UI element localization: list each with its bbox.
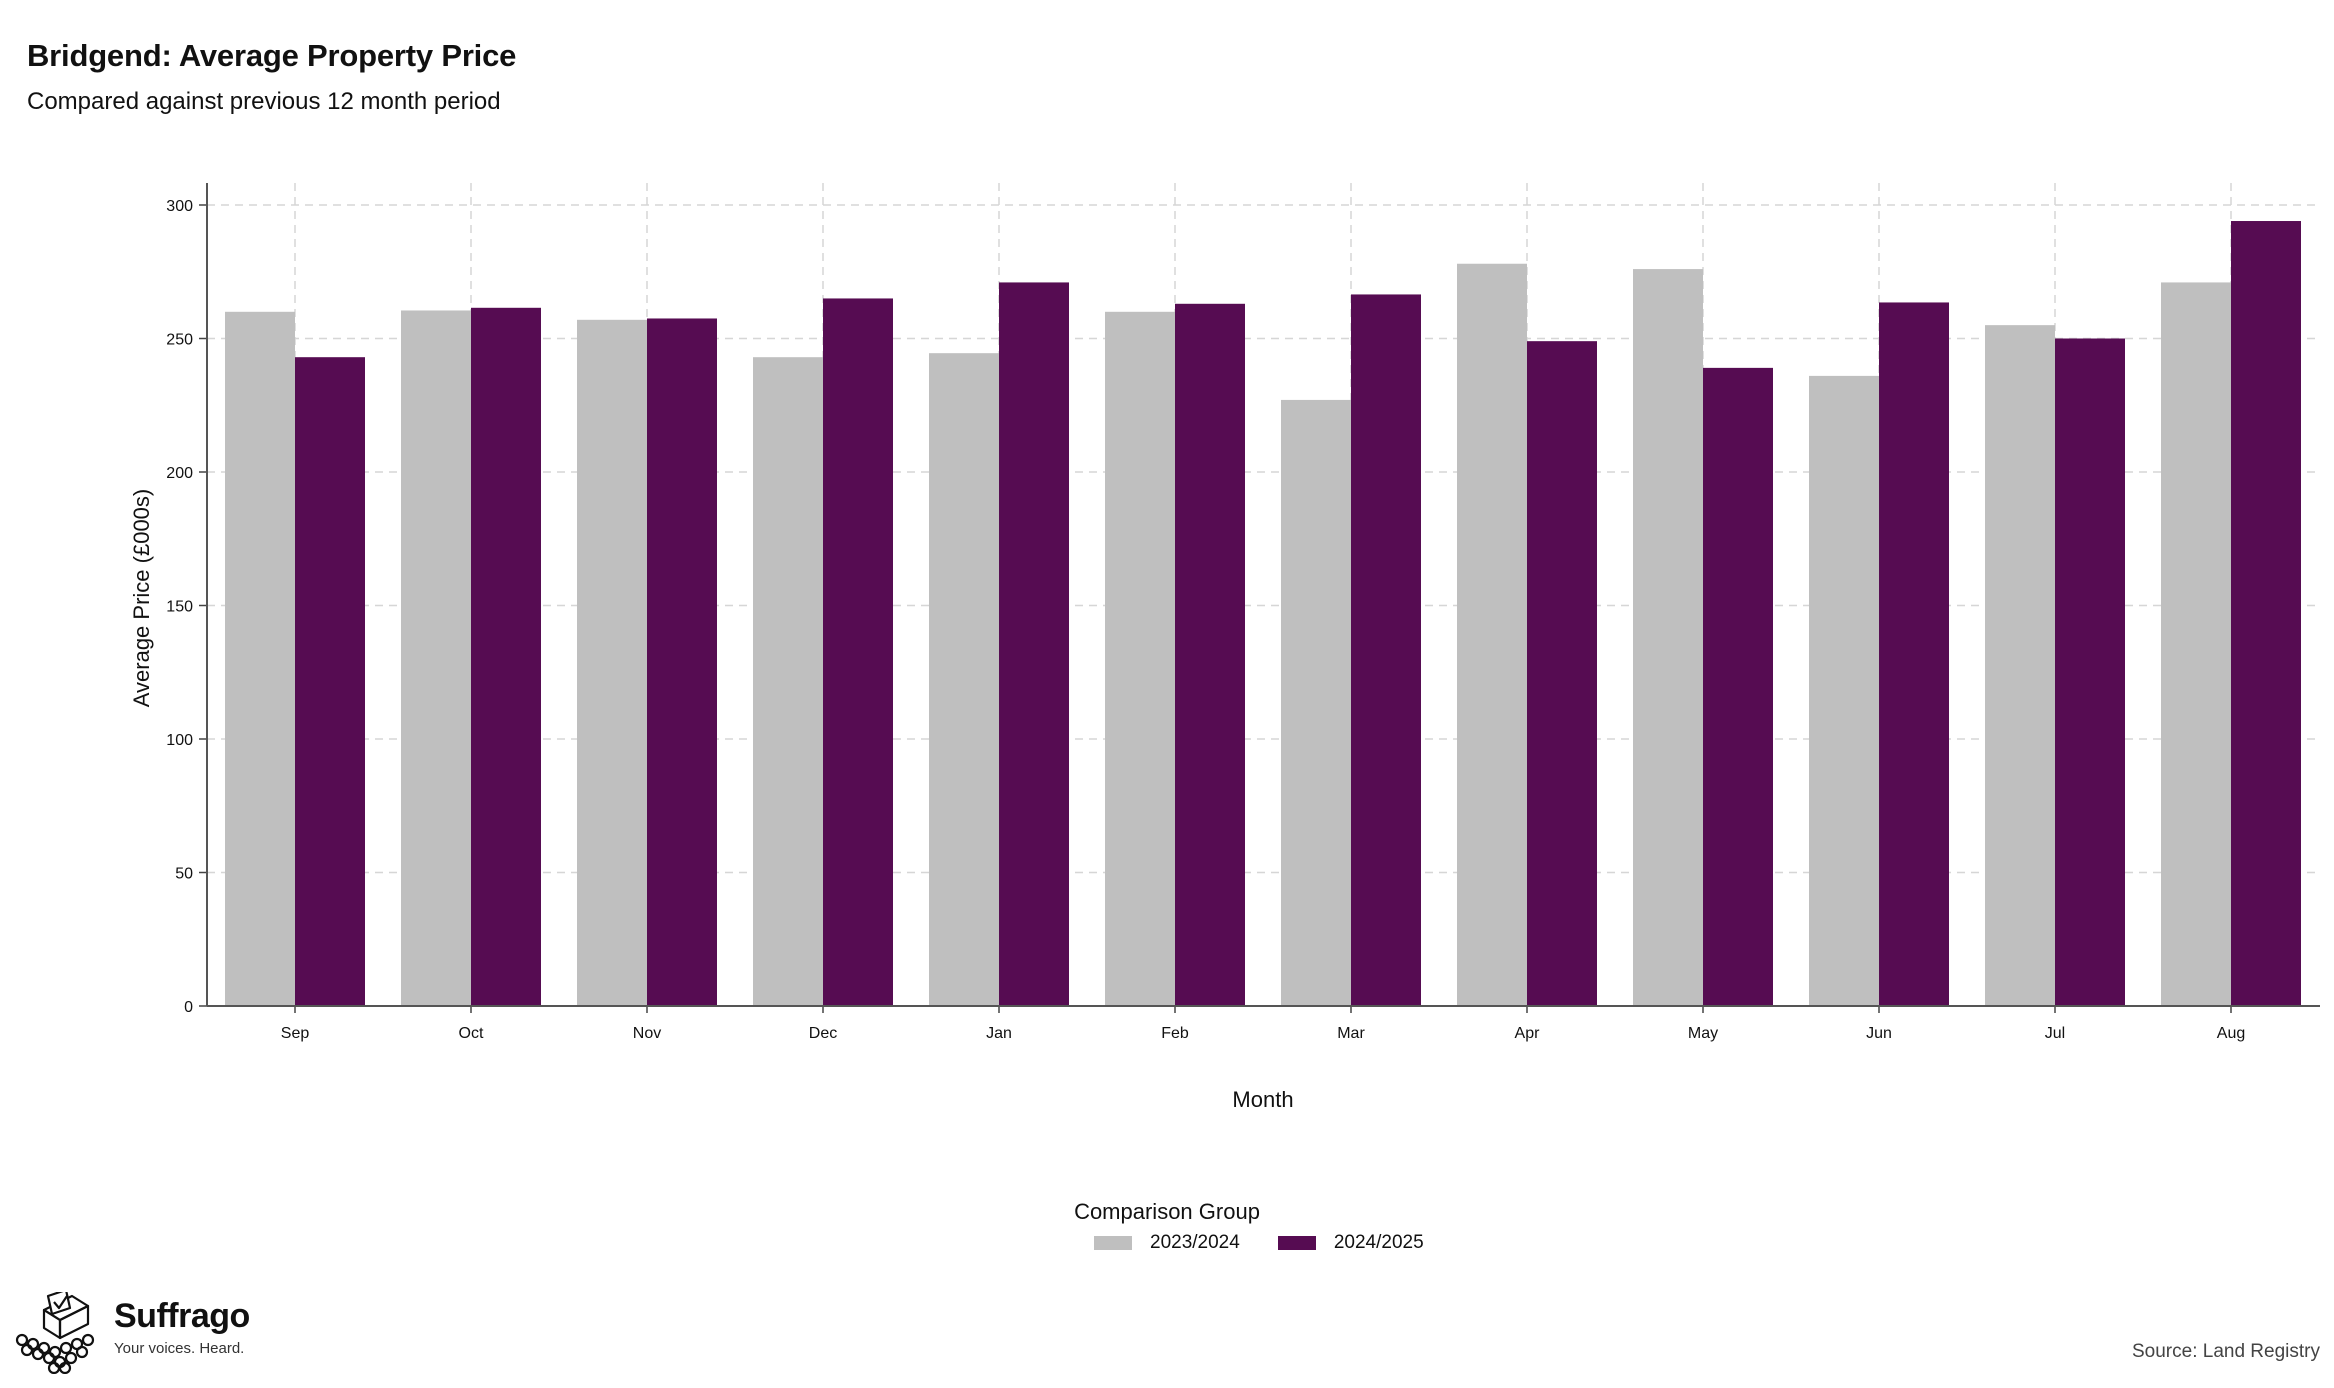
legend-title: Comparison Group (1074, 1199, 1260, 1224)
legend-item-2024-2025: 2024/2025 (1277, 1232, 1424, 1254)
bar-2024-2025-jan (999, 282, 1069, 1006)
axes (199, 183, 2320, 1013)
x-tick-label: Sep (281, 1025, 310, 1042)
legend-label: 2024/2025 (1333, 1232, 1424, 1253)
bar-2023-2024-mar (1281, 399, 1351, 1006)
bar-2024-2025-jun (1879, 302, 1949, 1007)
legend-swatch (1094, 1236, 1132, 1250)
source-note: Source: Land Registry (2132, 1341, 2320, 1362)
bar-2023-2024-dec (753, 357, 823, 1006)
bar-2023-2024-oct (401, 310, 471, 1007)
chart-subtitle: Compared against previous 12 month perio… (27, 88, 501, 115)
y-tick-label: 150 (166, 599, 193, 616)
bar-chart: 0 50 100 150 200 250 300 Sep Oct Nov Dec Jan Feb Mar A… (129, 183, 2320, 1112)
bar-2024-2025-jul (2055, 338, 2125, 1006)
x-tick-label: Aug (2217, 1025, 2245, 1042)
bar-2024-2025-dec (823, 298, 893, 1006)
x-tick-label: Jul (2045, 1025, 2065, 1042)
bar-2023-2024-nov (577, 319, 647, 1006)
bar-2023-2024-jul (1985, 325, 2055, 1006)
bar-2023-2024-may (1633, 269, 1703, 1007)
x-tick-label: Jan (986, 1025, 1012, 1042)
y-tick-label: 0 (184, 999, 193, 1016)
bar-2024-2025-feb (1175, 303, 1245, 1006)
x-tick-label: Dec (809, 1025, 837, 1042)
x-tick-label: Feb (1161, 1025, 1189, 1042)
x-tick-label: Jun (1866, 1025, 1892, 1042)
bar-2024-2025-sep (295, 357, 365, 1006)
bar-2024-2025-nov (647, 318, 717, 1007)
x-tick-label: May (1688, 1025, 1718, 1042)
legend-item-2023-2024: 2023/2024 (1094, 1232, 1240, 1254)
bar-2024-2025-may (1703, 367, 1773, 1006)
bar-2023-2024-jan (929, 353, 999, 1006)
bar-2024-2025-aug (2231, 221, 2301, 1006)
x-axis-title: Month (1232, 1087, 1293, 1112)
bar-2023-2024-aug (2161, 282, 2231, 1006)
bars (225, 221, 2301, 1007)
x-tick-label: Mar (1337, 1025, 1365, 1042)
brand-tagline: Your voices. Heard. (114, 1340, 245, 1357)
legend-swatch (1277, 1236, 1316, 1250)
chart-title: Bridgend: Average Property Price (27, 38, 517, 73)
ballot-box-icon (14, 1288, 106, 1379)
legend: 2023/2024 2024/2025 (1094, 1232, 1462, 1254)
x-tick-label: Nov (633, 1025, 661, 1042)
y-tick-label: 300 (166, 198, 193, 215)
brand-logo: Suffrago Your voices. Heard. (14, 1288, 250, 1379)
y-tick-label: 250 (166, 332, 193, 349)
bar-2024-2025-apr (1527, 341, 1597, 1006)
bar-2024-2025-oct (471, 307, 541, 1006)
bar-2023-2024-feb (1105, 311, 1175, 1006)
bar-2024-2025-mar (1351, 294, 1421, 1006)
bar-2023-2024-jun (1809, 375, 1879, 1006)
legend-label: 2023/2024 (1150, 1232, 1240, 1253)
bar-2023-2024-sep (225, 311, 295, 1006)
bar-2023-2024-apr (1457, 263, 1527, 1006)
tick-labels: 0 50 100 150 200 250 300 Sep Oct Nov Dec Jan Feb Mar A… (166, 198, 2245, 1042)
y-tick-label: 100 (166, 732, 193, 749)
y-tick-label: 50 (175, 866, 193, 883)
x-tick-label: Oct (459, 1025, 484, 1042)
x-tick-label: Apr (1515, 1025, 1541, 1042)
y-tick-label: 200 (166, 465, 193, 482)
brand-name: Suffrago (114, 1297, 250, 1335)
y-axis-title: Average Price (£000s) (129, 489, 154, 708)
